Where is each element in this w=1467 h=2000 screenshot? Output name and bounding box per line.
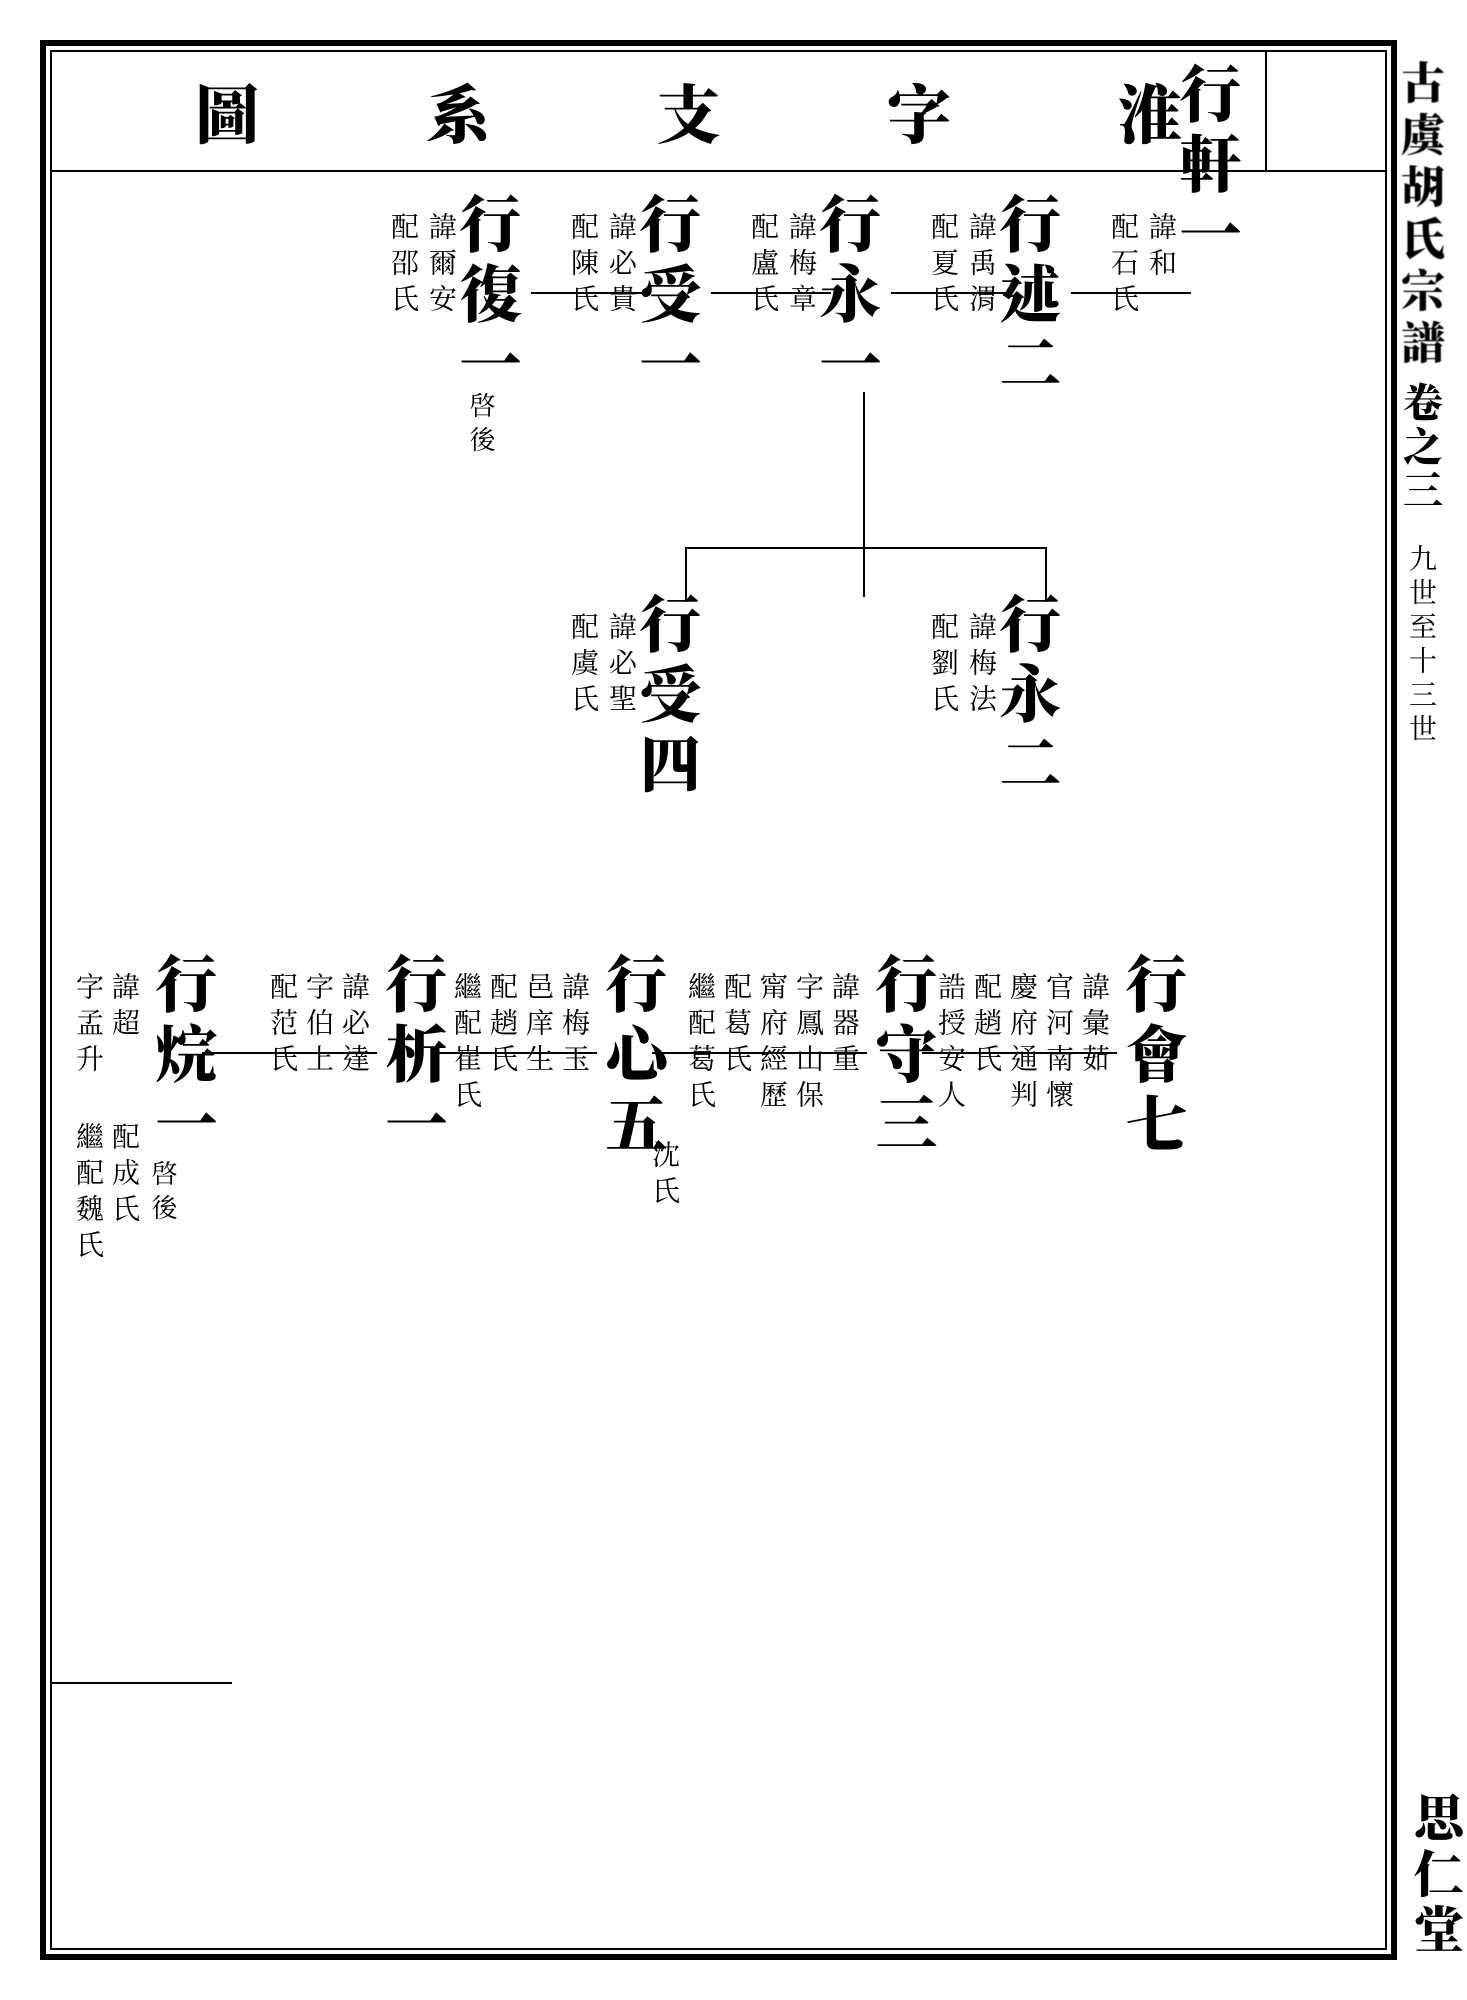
lower-gen12-l1: 諱必達 [336, 972, 376, 1080]
lower-gen10-l3: 甯府經歷 [754, 972, 794, 1116]
line-u-branch-h [687, 547, 1047, 549]
mid-gen11b-spouse: 配劉氏 [925, 612, 965, 720]
upper-gen9-spouse: 配石氏 [1105, 212, 1145, 320]
lower-gen12-l3: 配范氏 [264, 972, 304, 1080]
upper-gen12b-spouse: 配虞氏 [565, 612, 605, 720]
lower-gen9-l4: 配趙氏 [968, 972, 1008, 1080]
lower-gen11-l3: 配趙氏 [484, 972, 524, 1080]
header-c3: 支 [656, 65, 720, 157]
lower-gen13-main: 行烷一 [142, 952, 231, 1162]
margin-volume: 卷之三 [1395, 382, 1452, 514]
lower-gen11-l2: 邑庠生 [520, 972, 560, 1080]
line-l-12-13 [202, 1052, 377, 1054]
upper-gen13-tail: 啓後 [464, 392, 501, 460]
line-u-9-10 [1071, 292, 1191, 294]
line-u-11-12 [711, 292, 831, 294]
header-c5: 圖 [195, 65, 259, 157]
lower-gen13-l4: 繼配魏氏 [70, 1122, 110, 1266]
line-l-10-11 [652, 1052, 867, 1054]
inner-frame: 淮 字 支 系 圖 行軒一 諱和 配石氏 行述二 諱禹渭 配夏氏 行永一 諱梅章… [50, 50, 1387, 1950]
line-u-12-13 [531, 292, 651, 294]
lower-gen13-l1: 諱超 [106, 972, 146, 1044]
mid-gen11b-name: 諱梅法 [963, 612, 1003, 720]
margin-book-title: 古虞胡氏宗譜 [1391, 60, 1455, 372]
lower-gen13-l3: 配成氏 [106, 1122, 146, 1230]
lower-gen11-main: 行心五 [592, 952, 681, 1162]
line-u-branch-v-to12b [685, 547, 687, 602]
page-frame: 淮 字 支 系 圖 行軒一 諱和 配石氏 行述二 諱禹渭 配夏氏 行永一 諱梅章… [40, 40, 1397, 1960]
lower-gen9-l1: 諱彙茹 [1076, 972, 1116, 1080]
lower-gen10-l2: 字鳳山保 [790, 972, 830, 1116]
upper-gen11-name: 諱梅章 [783, 212, 823, 320]
upper-gen13-spouse: 配邵氏 [385, 212, 425, 320]
line-u-branch-v-from11 [863, 392, 865, 597]
lower-gen13-tail: 啓後 [146, 1160, 183, 1228]
header-c2: 字 [887, 65, 951, 157]
lower-gen12-main: 行析一 [372, 952, 461, 1162]
margin-gen-range: 九世至十三世 [1403, 544, 1443, 748]
upper-gen10-spouse: 配夏氏 [925, 212, 965, 320]
lower-gen12-l2: 字伯上 [300, 972, 340, 1080]
line-l-9-10 [922, 1052, 1117, 1054]
header-c4: 系 [426, 65, 490, 157]
lower-gen10-l4: 配葛氏 [718, 972, 758, 1080]
lower-gen9-l3: 慶府通判 [1004, 972, 1044, 1116]
lower-gen13-l2: 字孟升 [70, 972, 110, 1080]
upper-gen12-spouse: 配陳氏 [565, 212, 605, 320]
upper-gen9-name: 諱和 [1143, 212, 1183, 284]
line-l-11-12 [432, 1052, 597, 1054]
margin-column: 古虞胡氏宗譜 卷之三 九世至十三世 [1387, 60, 1459, 1940]
upper-gen13-name: 諱爾安 [423, 212, 463, 320]
upper-gen12b-name: 諱必聖 [603, 612, 643, 720]
lower-gen9-l2: 官河南懷 [1040, 972, 1080, 1116]
bottom-rule [52, 1682, 232, 1684]
lower-gen11-l1: 諱梅玉 [556, 972, 596, 1080]
upper-gen10-name: 諱禹渭 [963, 212, 1003, 320]
upper-gen11-spouse: 配盧氏 [745, 212, 785, 320]
upper-gen12-name: 諱必貴 [603, 212, 643, 320]
lower-gen10-main: 行守三 [862, 952, 951, 1162]
margin-hall-seal: 思仁堂 [1403, 1792, 1467, 1960]
lower-gen10-l5: 繼配葛氏 [682, 972, 722, 1116]
lower-gen10-l1: 諱器重 [826, 972, 866, 1080]
header-separator [1265, 52, 1267, 170]
lower-gen9-main: 行會七 [1112, 952, 1201, 1162]
line-u-10-11 [891, 292, 1011, 294]
